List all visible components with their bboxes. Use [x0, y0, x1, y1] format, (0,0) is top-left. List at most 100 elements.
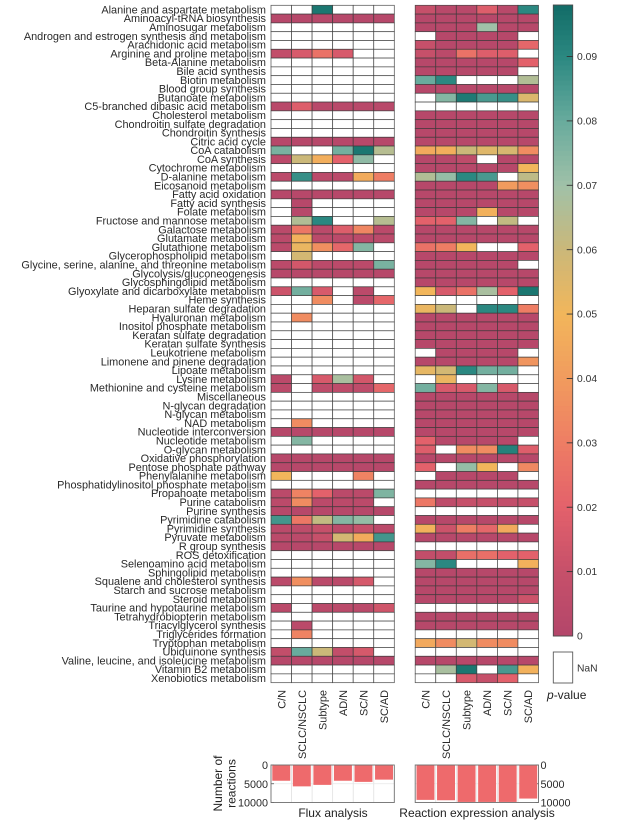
- heatmap-cell: [435, 260, 457, 270]
- heatmap-cell-nan: [270, 330, 292, 340]
- heatmap-cell-nan: [352, 365, 375, 376]
- column-label: SC/N: [503, 690, 515, 716]
- row-label: Blood group synthesis: [159, 84, 267, 96]
- heatmap-cell: [270, 497, 292, 508]
- heatmap-cell: [455, 462, 478, 472]
- heatmap-cell: [373, 541, 395, 552]
- heatmap-cell: [435, 550, 457, 560]
- row-label: Glyoxylate and dicarboxylate metabolism: [68, 286, 266, 298]
- row-label: Folate metabolism: [177, 207, 266, 219]
- heatmap-cell-nan: [497, 559, 519, 569]
- heatmap-cell: [517, 242, 539, 252]
- heatmap-cell: [332, 260, 354, 270]
- heatmap-cell: [517, 462, 539, 472]
- row-label: Aminoacyl-tRNA biosynthesis: [124, 13, 267, 25]
- heatmap-cell-nan: [291, 585, 313, 596]
- heatmap-cell: [311, 224, 334, 235]
- column-label: SCLC/NSCLC: [441, 690, 453, 759]
- heatmap-cell: [291, 655, 313, 666]
- heatmap-cell: [455, 400, 478, 411]
- heatmap-cell-nan: [352, 356, 375, 367]
- heatmap-cell: [435, 356, 457, 367]
- heatmap-cell-nan: [332, 128, 354, 138]
- heatmap-cell: [352, 532, 375, 543]
- heatmap-cell: [517, 567, 539, 578]
- heatmap-cell-nan: [414, 673, 437, 684]
- heatmap-cell-nan: [270, 216, 292, 226]
- heatmap-cell: [435, 4, 457, 15]
- heatmap-cell: [373, 488, 395, 499]
- heatmap-cell: [373, 13, 395, 24]
- heatmap-cell: [497, 515, 519, 525]
- heatmap-cell-nan: [497, 101, 519, 112]
- reaction-count-bar-charts: 0 5000 10000 0 5000 10000: [238, 760, 571, 810]
- heatmap-cell-nan: [291, 444, 313, 455]
- heatmap-cell: [435, 136, 457, 147]
- heatmap-cell: [455, 655, 478, 666]
- heatmap-cell-nan: [352, 629, 375, 640]
- heatmap-cell: [332, 224, 354, 235]
- colorbar-segment: [553, 485, 573, 492]
- heatmap-cell: [311, 268, 334, 279]
- heatmap-cell: [332, 154, 354, 165]
- heatmap-cell-nan: [455, 304, 478, 314]
- colorbar-segment: [553, 595, 573, 602]
- heatmap-cell: [476, 356, 498, 367]
- colorbar-segment: [553, 155, 573, 161]
- colorbar-segment: [553, 75, 573, 81]
- heatmap-cell: [476, 260, 498, 270]
- heatmap-cell: [291, 13, 313, 24]
- heatmap-cell-nan: [291, 330, 313, 340]
- heatmap-cell-nan: [270, 4, 292, 15]
- colorbar-segment: [553, 625, 573, 632]
- heatmap-cell: [435, 594, 457, 604]
- heatmap-cell-nan: [517, 365, 539, 376]
- colorbar-segment: [553, 265, 573, 271]
- colorbar-segment: [553, 70, 573, 76]
- heatmap-cell: [476, 92, 498, 103]
- heatmap-cell-nan: [311, 207, 334, 217]
- colorbar-segment: [553, 325, 573, 331]
- heatmap-cell: [455, 110, 478, 121]
- heatmap-cell-nan: [352, 180, 375, 191]
- heatmap-cell: [414, 48, 437, 59]
- heatmap-cell: [435, 365, 457, 376]
- heatmap-cell-nan: [373, 620, 395, 631]
- heatmap-cell: [497, 611, 519, 622]
- heatmap-cell: [414, 356, 437, 367]
- heatmap-cell: [270, 488, 292, 499]
- heatmap-cell: [414, 523, 437, 534]
- heatmap-cell: [517, 189, 539, 200]
- heatmap-cell-nan: [332, 594, 354, 604]
- bar: [478, 765, 497, 802]
- colorbar-segment: [553, 110, 573, 116]
- colorbar-segment: [553, 330, 573, 336]
- heatmap-cell: [332, 136, 354, 147]
- heatmap-cell: [435, 286, 457, 296]
- heatmap-cell: [373, 268, 395, 279]
- heatmap-cell-nan: [311, 330, 334, 340]
- heatmap-cell-nan: [332, 479, 354, 490]
- heatmap-cell: [291, 497, 313, 508]
- heatmap-cell: [435, 321, 457, 332]
- heatmap-cell: [435, 664, 457, 675]
- row-label: Citric acid cycle: [190, 136, 266, 148]
- row-labels: Alanine and aspartate metabolismAminoacy…: [21, 4, 266, 685]
- heatmap-cell: [435, 515, 457, 525]
- heatmap-cell: [291, 207, 313, 217]
- heatmap-cell-nan: [311, 180, 334, 191]
- heatmap-cell: [435, 576, 457, 587]
- heatmap-cell-nan: [352, 620, 375, 631]
- heatmap-cell: [291, 242, 313, 252]
- heatmap-cell-nan: [352, 348, 375, 358]
- heatmap-cell: [517, 268, 539, 279]
- heatmap-cell-nan: [414, 101, 437, 112]
- row-label: Heparan sulfate degradation: [129, 304, 266, 316]
- heatmap-cell: [332, 13, 354, 24]
- heatmap-cell: [332, 515, 354, 525]
- heatmap-cell: [435, 154, 457, 165]
- heatmap-cell: [455, 92, 478, 103]
- heatmap-cell: [373, 523, 395, 534]
- bar: [354, 765, 373, 782]
- heatmap-cell: [455, 260, 478, 270]
